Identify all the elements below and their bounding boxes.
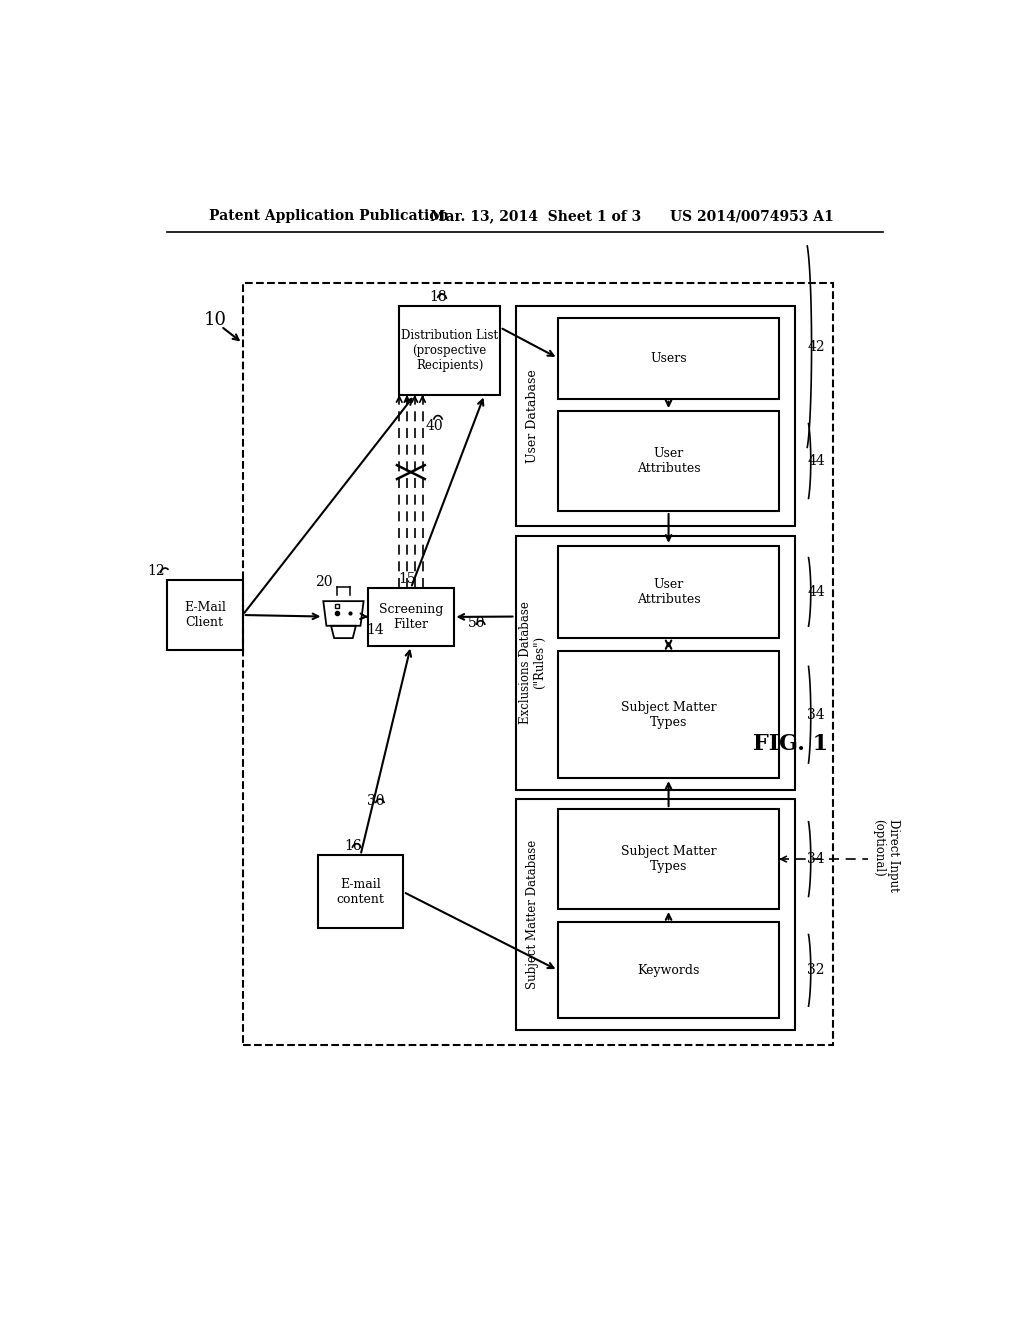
Bar [317, 855, 403, 928]
Text: 20: 20 [315, 576, 333, 589]
Text: E-Mail
Client: E-Mail Client [183, 601, 225, 630]
Text: 16: 16 [344, 840, 361, 853]
Text: Patent Application Publication: Patent Application Publication [209, 209, 449, 223]
Text: 15: 15 [398, 572, 416, 586]
Text: 34: 34 [807, 708, 825, 722]
Text: 44: 44 [807, 585, 825, 599]
Text: Screening
Filter: Screening Filter [379, 603, 443, 631]
Text: 32: 32 [808, 964, 825, 977]
Text: 42: 42 [807, 339, 825, 354]
Text: 30: 30 [368, 795, 385, 808]
Text: 10: 10 [204, 312, 226, 329]
Text: 12: 12 [147, 564, 165, 578]
Bar [558, 809, 779, 909]
Bar [399, 306, 500, 395]
Text: User Database: User Database [526, 370, 539, 463]
Bar [558, 923, 779, 1019]
Text: Keywords: Keywords [637, 964, 699, 977]
Text: 14: 14 [367, 623, 384, 638]
Text: Users: Users [650, 351, 687, 364]
Text: Subject Matter
Types: Subject Matter Types [621, 701, 717, 729]
Bar [558, 651, 779, 779]
Text: FIG. 1: FIG. 1 [753, 733, 828, 755]
Text: 40: 40 [425, 418, 443, 433]
Text: Exclusions Database
("Rules"): Exclusions Database ("Rules") [518, 602, 547, 725]
Text: User
Attributes: User Attributes [637, 578, 700, 606]
Bar [558, 318, 779, 399]
Text: E-mail
content: E-mail content [337, 878, 384, 906]
Bar [515, 799, 795, 1030]
Text: 44: 44 [807, 454, 825, 469]
Bar [167, 581, 243, 649]
Text: Direct Input
(optional): Direct Input (optional) [872, 818, 900, 891]
Text: Mar. 13, 2014  Sheet 1 of 3: Mar. 13, 2014 Sheet 1 of 3 [430, 209, 641, 223]
Text: Subject Matter Database: Subject Matter Database [526, 840, 539, 989]
Bar [515, 536, 795, 789]
Text: User
Attributes: User Attributes [637, 447, 700, 475]
Text: US 2014/0074953 A1: US 2014/0074953 A1 [671, 209, 835, 223]
Bar [558, 545, 779, 638]
Bar [243, 284, 834, 1045]
Bar [515, 306, 795, 525]
Text: 50: 50 [468, 616, 485, 630]
Bar [558, 411, 779, 511]
Text: 18: 18 [429, 290, 446, 304]
Text: 34: 34 [807, 853, 825, 866]
Bar [369, 589, 454, 645]
Text: Distribution List
(prospective
Recipients): Distribution List (prospective Recipient… [401, 329, 499, 372]
Text: Subject Matter
Types: Subject Matter Types [621, 845, 717, 873]
